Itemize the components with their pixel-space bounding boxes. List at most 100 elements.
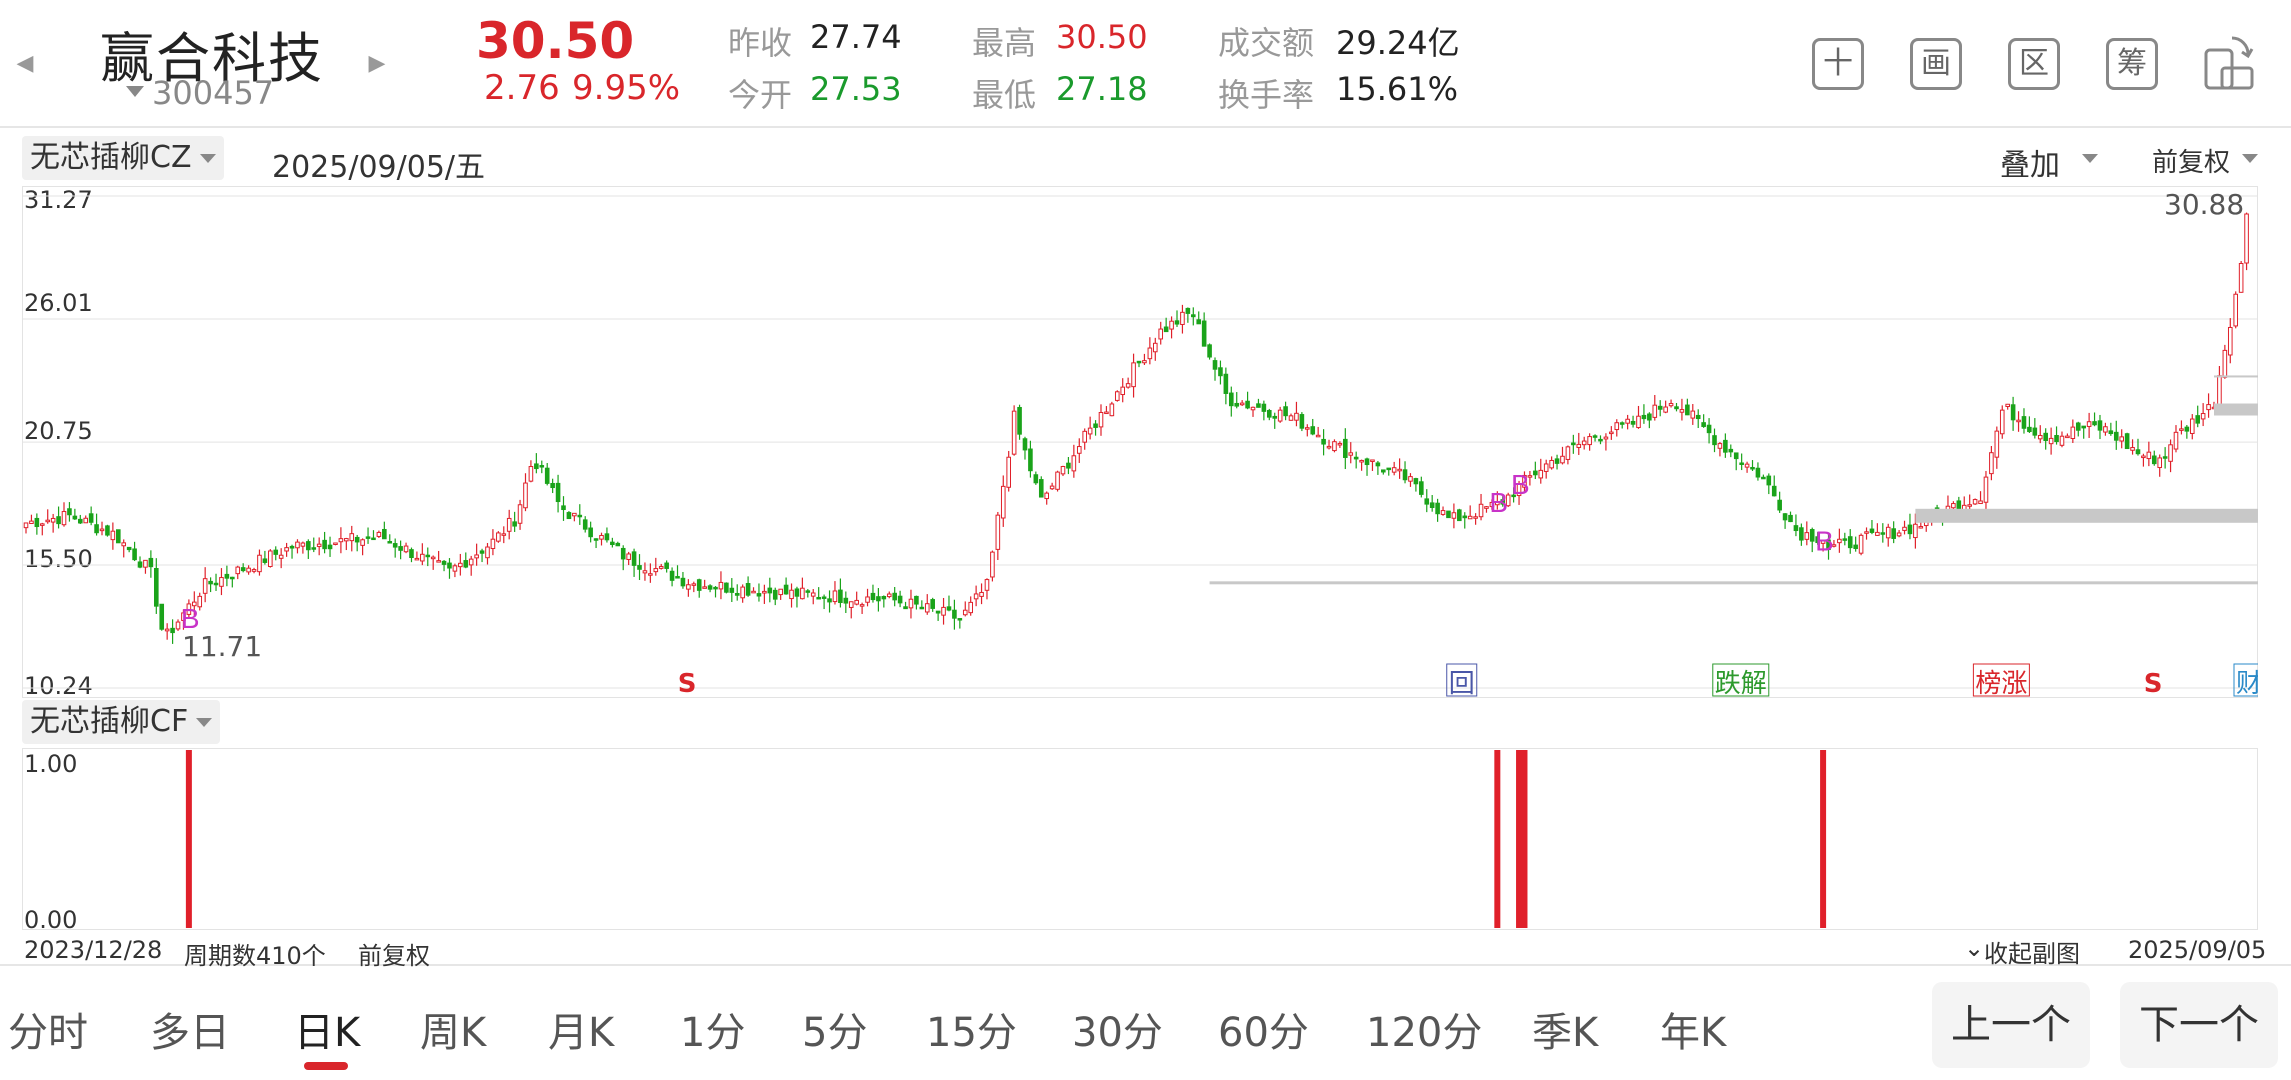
candle-body [1907, 524, 1913, 535]
candle-body [1489, 501, 1495, 508]
candle-body [908, 598, 914, 609]
candle-body [675, 576, 680, 579]
candle-body [1239, 402, 1245, 406]
candle-body [702, 586, 707, 589]
sub-indicator-select[interactable]: 无芯插柳CF [22, 700, 221, 744]
candle-body [349, 533, 355, 542]
min-price-label: 11.71 [182, 630, 263, 663]
open-value: 27.53 [810, 70, 902, 108]
kline-chart[interactable]: BBBBS回跌解榜涨S财减 [22, 186, 2258, 698]
candle-body [604, 533, 610, 541]
candle-body [1038, 479, 1044, 498]
candle-body [2244, 213, 2249, 264]
adjust-button[interactable]: 前复权 [2152, 148, 2231, 178]
rotate-screen-icon[interactable] [2202, 34, 2256, 92]
candle-body [88, 513, 94, 523]
signal-spike [1516, 750, 1523, 928]
tab-year-k[interactable]: 年K [1660, 1010, 1727, 1056]
tab-fenshi[interactable]: 分时 [8, 1010, 88, 1056]
current-price: 30.50 [476, 12, 635, 70]
candle-body [121, 542, 127, 547]
collapse-chevron-icon[interactable]: ⌄ [1964, 934, 1985, 962]
candle-body [1196, 319, 1202, 325]
candle-body [77, 518, 83, 524]
candle-body [392, 543, 398, 548]
collapse-subchart-button[interactable]: 收起副图 [1984, 940, 2080, 968]
candle-body [414, 557, 420, 561]
candle-body [561, 505, 566, 511]
candle-body [2195, 415, 2201, 424]
candle-body [67, 508, 72, 516]
range-icon[interactable]: 区 [2008, 38, 2060, 90]
tab-60min[interactable]: 60分 [1218, 1010, 1309, 1056]
prev-stock-arrow-icon[interactable]: ◀ [16, 51, 34, 76]
buy-signal: B [1815, 526, 1834, 557]
candle-body [132, 548, 137, 561]
tab-30min[interactable]: 30分 [1072, 1010, 1163, 1056]
candle-body [1771, 485, 1777, 497]
add-icon[interactable]: 十 [1812, 38, 1864, 90]
candle-body [821, 596, 827, 599]
candle-body [1685, 404, 1690, 416]
tab-multiday[interactable]: 多日 [150, 1010, 230, 1056]
tab-season-k[interactable]: 季K [1532, 1010, 1599, 1056]
candle-body [935, 610, 941, 614]
next-stock-button[interactable]: 下一个 [2120, 982, 2278, 1068]
tab-weekly-k[interactable]: 周K [420, 1010, 487, 1056]
signal-spike [1494, 750, 1501, 928]
candle-body [1864, 531, 1869, 534]
candle-body [1011, 410, 1017, 455]
candle-body [1174, 320, 1180, 325]
candle-body [610, 541, 615, 546]
main-indicator-select[interactable]: 无芯插柳CZ [22, 136, 224, 180]
candle-body [1777, 499, 1782, 511]
candle-body [1712, 435, 1717, 446]
tab-1min[interactable]: 1分 [680, 1010, 746, 1056]
candle-body [984, 579, 990, 591]
code-dropdown-icon[interactable] [126, 86, 144, 97]
tab-15min[interactable]: 15分 [926, 1010, 1017, 1056]
sub-indicator-chart[interactable] [22, 748, 2258, 930]
candle-body [2189, 418, 2195, 434]
candle-body [1370, 459, 1375, 462]
high-label: 最高 [972, 24, 1037, 62]
subchart-frame [22, 748, 2258, 930]
candle-body [1451, 512, 1457, 519]
tab-120min[interactable]: 120分 [1366, 1010, 1483, 1056]
candle-body [2179, 428, 2184, 431]
candle-body [56, 516, 61, 525]
candle-body [2119, 436, 2124, 442]
candle-body [316, 543, 322, 547]
tab-monthly-k[interactable]: 月K [548, 1010, 615, 1056]
candle-body [1706, 424, 1712, 434]
candle-body [756, 593, 762, 597]
candle-body [1440, 510, 1446, 515]
candle-body [1049, 485, 1055, 490]
candle-body [1397, 468, 1402, 472]
candle-body [474, 554, 479, 559]
low-value: 27.18 [1056, 70, 1148, 108]
candle-body [398, 546, 403, 551]
next-stock-arrow-icon[interactable]: ▶ [368, 51, 386, 76]
candle-body [1446, 510, 1451, 519]
candle-body [865, 596, 870, 603]
candle-body [1549, 459, 1554, 469]
draw-icon[interactable]: 画 [1910, 38, 1962, 90]
candle-body [800, 587, 805, 600]
prev-stock-button[interactable]: 上一个 [1932, 982, 2090, 1068]
candle-body [1576, 443, 1582, 448]
candle-body [2103, 426, 2108, 433]
candle-body [1495, 501, 1500, 506]
chip-icon[interactable]: 筹 [2106, 38, 2158, 90]
candle-body [973, 593, 979, 600]
candle-body [2222, 349, 2228, 378]
tab-5min[interactable]: 5分 [802, 1010, 868, 1056]
stock-code[interactable]: 300457 [152, 74, 275, 112]
tab-daily-k[interactable]: 日K [294, 1010, 361, 1056]
candle-body [1006, 456, 1011, 488]
candle-body [170, 627, 175, 634]
candle-body [2010, 404, 2016, 421]
candle-body [1017, 406, 1022, 435]
candle-body [246, 567, 251, 573]
overlay-button[interactable]: 叠加 [2000, 148, 2060, 183]
